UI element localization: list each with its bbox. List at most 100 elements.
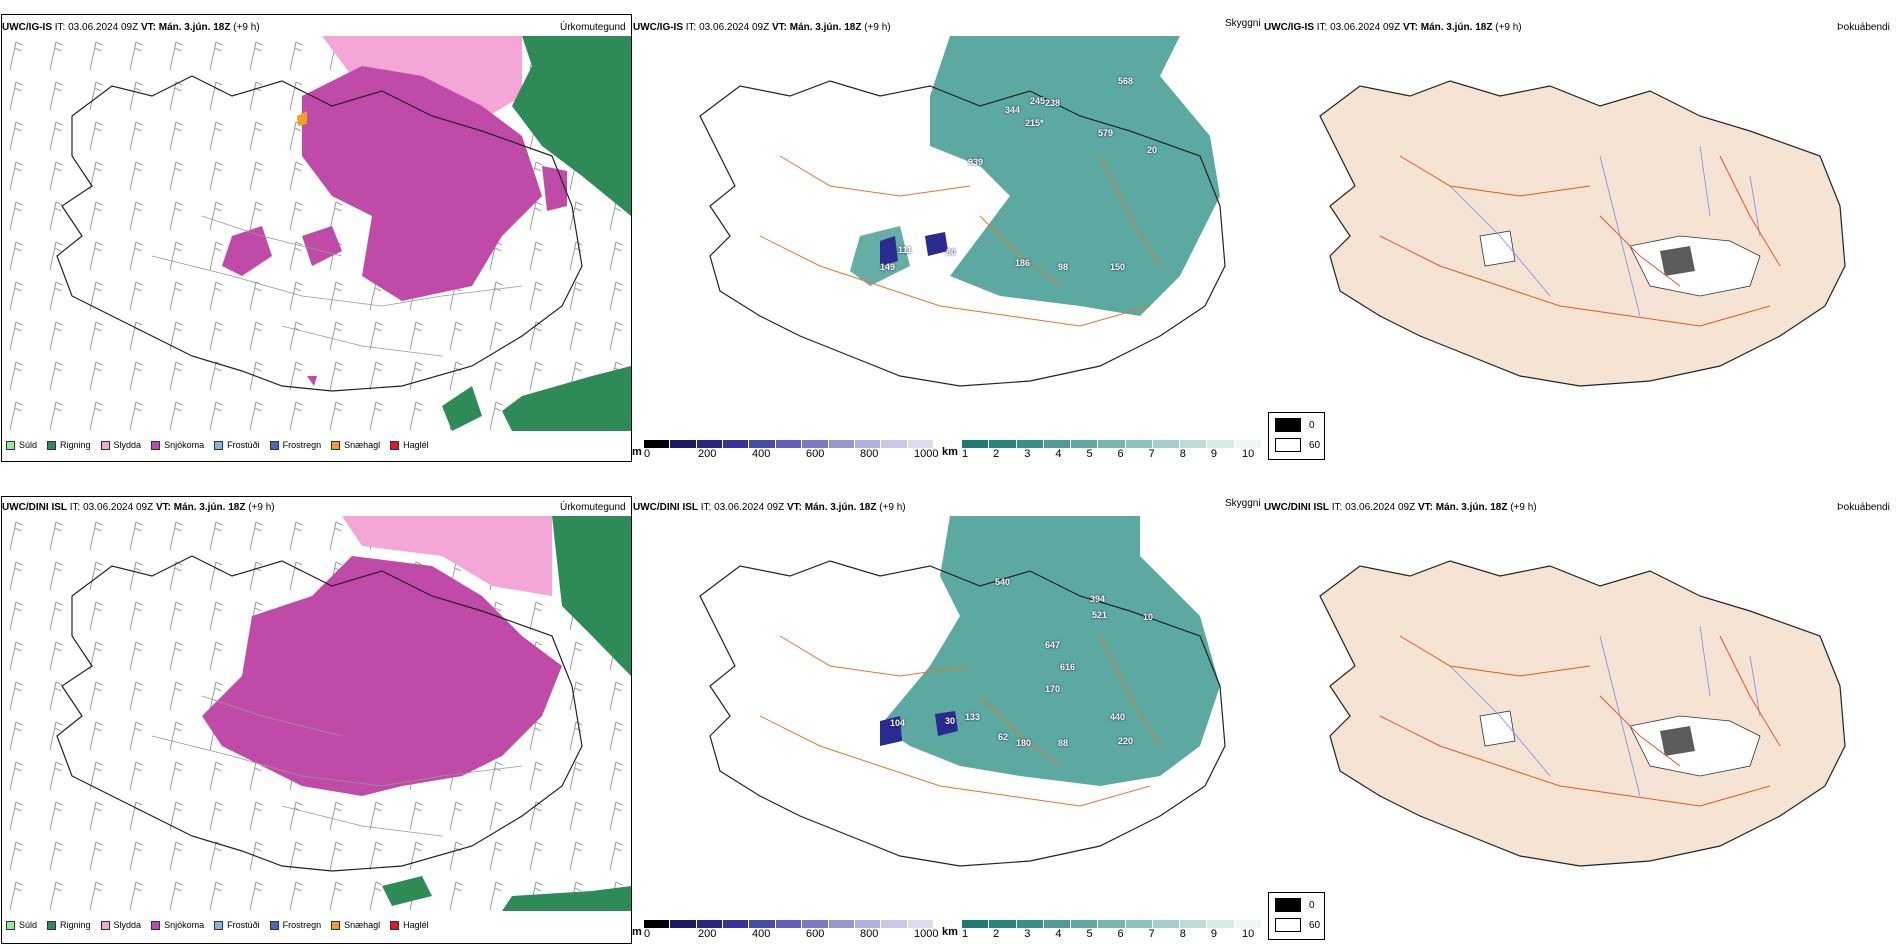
height-label: 62 [998, 732, 1009, 742]
panel-header: UWC/DINI ISL IT: 03.06.2024 09Z VT: Mán.… [1264, 502, 1537, 513]
fog-key-swatch [1275, 918, 1301, 932]
colorbar-tick-label: 1000 [914, 928, 939, 940]
height-label: 88 [1058, 738, 1069, 748]
cloud-title: Skyggni [1225, 18, 1261, 29]
fog-spot [1660, 246, 1695, 276]
cloud-colorbar [962, 920, 1262, 928]
panel-header: UWC/IG-IS IT: 03.06.2024 09Z VT: Mán. 3.… [633, 22, 891, 33]
colorbar-tick-label: 3 [1024, 928, 1031, 940]
legend-swatch [100, 440, 110, 450]
snow-area-s [307, 376, 317, 386]
colorbar-tick-label: 5 [1086, 928, 1093, 940]
colorbar-tick-label: 6 [1117, 928, 1124, 940]
roads-overlay [151, 695, 523, 837]
precip-type-map [2, 36, 631, 431]
panel-header: UWC/DINI ISL IT: 03.06.2024 09Z VT: Mán.… [2, 502, 275, 513]
precip-map-svg [2, 516, 631, 911]
height-label: 215* [1025, 118, 1044, 128]
height-unit: m [632, 446, 642, 458]
colorbar-tick-label: 0 [644, 928, 651, 940]
fog-key-swatch [1275, 418, 1301, 432]
legend-item: Snjókoma [151, 920, 204, 930]
height-label: 238 [1045, 98, 1061, 108]
precip-type-map [2, 516, 631, 911]
legend-swatch [151, 440, 161, 450]
legend-item: Haglél [390, 440, 429, 450]
colorbar-segment [775, 440, 803, 448]
iceland-coastline [56, 555, 583, 872]
colorbar-segment [802, 440, 829, 448]
colorbar-segment [723, 440, 750, 448]
legend-swatch [47, 920, 57, 930]
colorbar-segment [1098, 440, 1126, 448]
colorbar-segment [881, 920, 908, 928]
snow-area-w [222, 226, 272, 276]
colorbar-segment [749, 440, 776, 448]
colorbar-tick-label: 5 [1086, 448, 1093, 460]
fog-map [1300, 36, 1860, 436]
colorbar-tick-label: 1 [962, 448, 969, 460]
colorbar-segment [1180, 440, 1208, 448]
legend-item: Slydda [100, 440, 141, 450]
colorbar-segment [962, 920, 990, 928]
legend-swatch [151, 920, 161, 930]
legend-swatch [390, 920, 400, 930]
legend-swatch [6, 440, 15, 450]
colorbar-segment [696, 920, 724, 928]
legend-swatch [269, 920, 279, 930]
iceland-coastline [699, 80, 1226, 387]
colorbar-segment [854, 440, 882, 448]
precip-legend: Súld Rigning Slydda Snjókoma Frostúði Fr… [6, 920, 429, 930]
iceland-coastline [56, 75, 583, 392]
precip-legend: Súld Rigning Slydda Snjókoma Frostúði Fr… [6, 440, 429, 450]
colorbar-segment [854, 920, 882, 928]
height-label: 150 [1110, 262, 1126, 272]
height-label: 180 [1016, 738, 1032, 748]
cloud-map-svg [699, 36, 1226, 387]
vt-value: Mán. 3.jún. 18Z [173, 502, 246, 513]
cloud-colorbar [962, 440, 1262, 448]
panel-header: UWC/DINI ISL IT: 03.06.2024 09Z VT: Mán.… [633, 502, 906, 513]
colorbar-segment [1125, 920, 1153, 928]
snow-area-c [302, 226, 342, 266]
lead-time: (+9 h) [248, 502, 275, 513]
precip-panel-frame [1, 496, 632, 944]
colorbar-tick-label: 0 [644, 448, 651, 460]
ice-area-1 [880, 236, 898, 266]
sleet-area [342, 516, 552, 596]
legend-item: Snjókoma [151, 440, 204, 450]
height-label: 10 [1143, 612, 1154, 622]
colorbar-tick-label: 200 [698, 448, 717, 460]
it-label: IT: [54, 22, 66, 33]
colorbar-tick-label: 10 [1242, 928, 1255, 940]
precip-type-title: Úrkomutegund [560, 502, 626, 513]
colorbar-tick-label: 2 [993, 448, 1000, 460]
colorbar-segment [670, 440, 697, 448]
fog-map-svg [1319, 80, 1846, 387]
colorbar-tick-label: 2 [993, 928, 1000, 940]
colorbar-segment [644, 440, 671, 448]
colorbar-segment [1098, 920, 1126, 928]
colorbar-segment [1071, 440, 1099, 448]
legend-item: Snæhagl [331, 920, 380, 930]
fog-title: Þokuábendi [1837, 22, 1890, 33]
height-label: 149 [880, 262, 896, 272]
model-name: UWC/IG-IS [2, 22, 52, 33]
colorbar-tick-label: 4 [1055, 928, 1062, 940]
glacier-w [1479, 710, 1516, 747]
colorbar-tick-label: 9 [1210, 448, 1217, 460]
colorbar-tick-label: 10 [1242, 448, 1255, 460]
legend-item: Frostúði [214, 440, 260, 450]
snow-area [202, 556, 562, 796]
fog-map-svg [1319, 560, 1846, 867]
iceland-land [1319, 80, 1846, 387]
colorbar-tick-label: 3 [1024, 448, 1031, 460]
cloud-map [680, 516, 1240, 916]
colorbar-segment [881, 440, 908, 448]
roads-overlay [1379, 635, 1781, 807]
colorbar-tick-label: 800 [860, 448, 879, 460]
glacier-w [1479, 230, 1516, 267]
colorbar-segment [907, 440, 934, 448]
legend-swatch [6, 920, 15, 930]
panel-header: UWC/IG-IS IT: 03.06.2024 09Z VT: Mán. 3.… [2, 22, 260, 33]
